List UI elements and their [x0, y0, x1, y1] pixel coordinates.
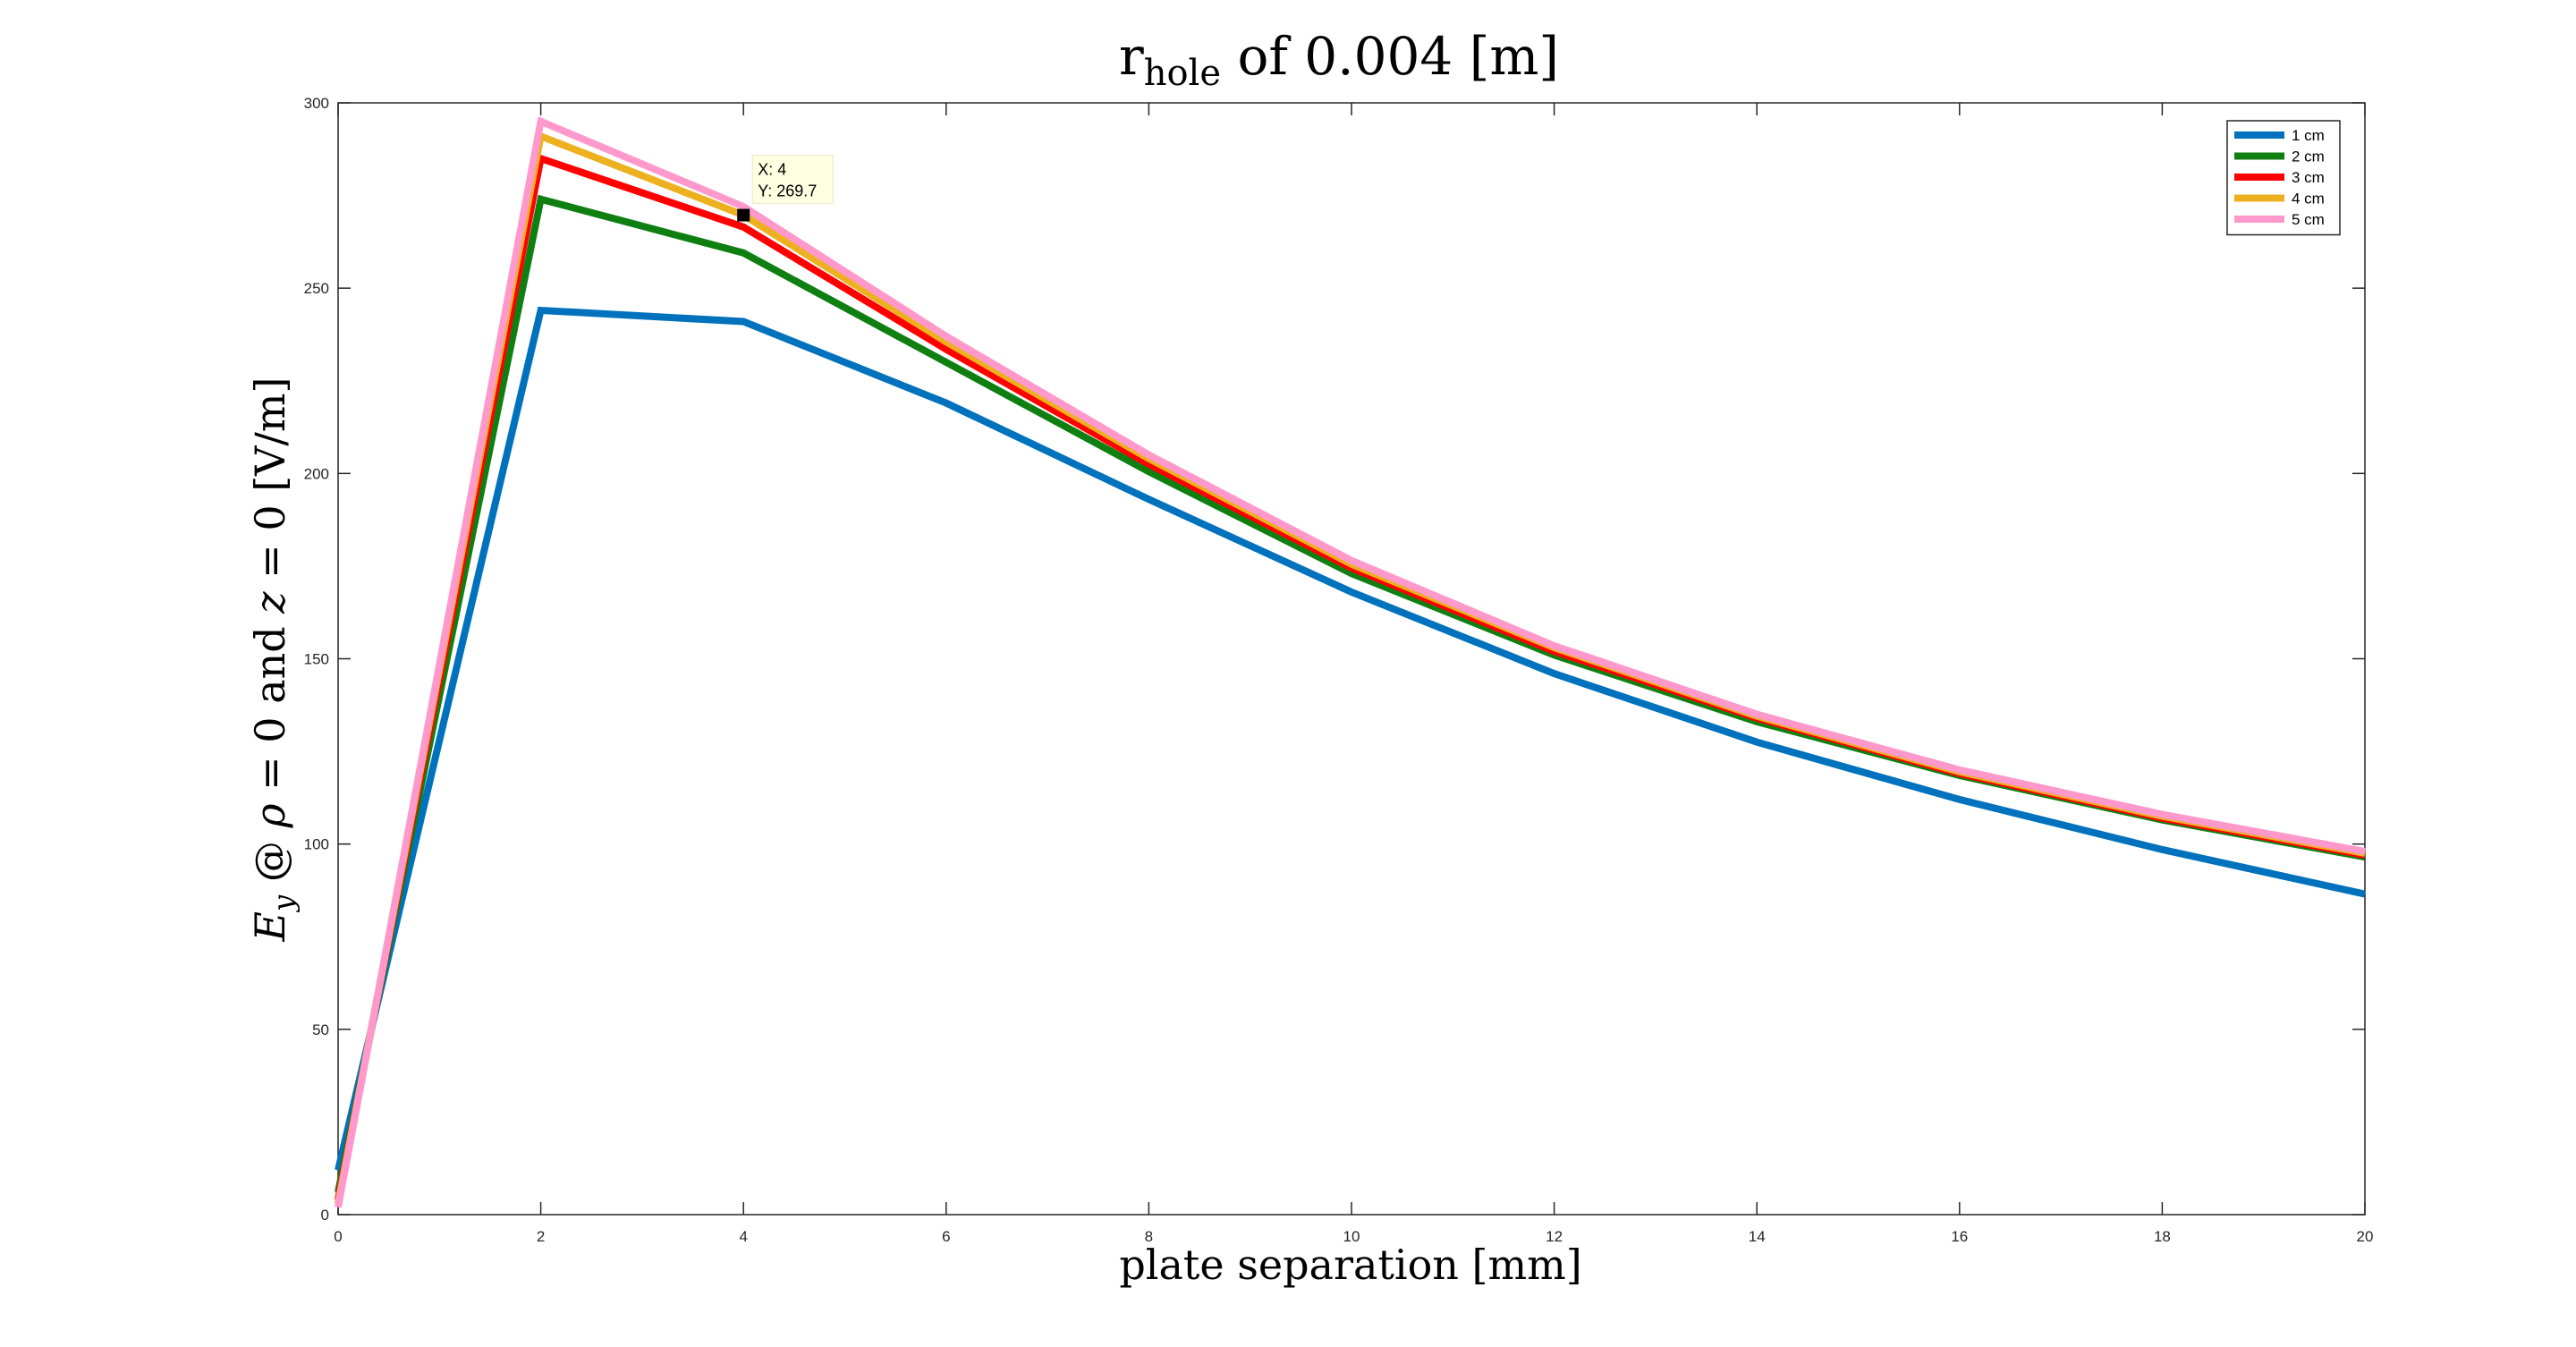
series-layer	[335, 116, 2366, 1208]
y-tick-label: 200	[304, 465, 329, 482]
ylabel-eq0-unit: = 0 [V/m]	[246, 377, 294, 592]
x-tick-label: 4	[739, 1228, 747, 1245]
y-tick-label: 100	[304, 836, 329, 853]
legend-entry-label[interactable]: 3 cm	[2292, 169, 2325, 186]
x-axis-label: plate separation [mm]	[1119, 1241, 1581, 1289]
legend-entry-label[interactable]: 2 cm	[2292, 148, 2325, 165]
y-tick-label: 150	[304, 651, 329, 668]
y-tick-label: 300	[304, 95, 329, 112]
x-tick-label: 12	[1546, 1228, 1563, 1245]
x-tick-label: 10	[1343, 1228, 1360, 1245]
datatip-x: X: 4	[758, 161, 786, 179]
legend[interactable]: 1 cm 2 cm 3 cm 4 cm 5 cm	[2226, 120, 2341, 236]
title-main: r	[1119, 26, 1144, 87]
legend-entry-label[interactable]: 4 cm	[2292, 191, 2325, 208]
ylabel-e: E	[246, 911, 294, 943]
series-line-1-cm	[335, 306, 2366, 1172]
y-tick-label: 50	[312, 1021, 329, 1038]
datatip-marker[interactable]	[737, 208, 750, 222]
ylabel-rho: ρ	[246, 803, 294, 828]
datatip[interactable]: X: 4 Y: 269.7	[737, 155, 834, 222]
datatip-y: Y: 269.7	[758, 182, 817, 200]
y-axis-label-group: Ey @ ρ = 0 and z = 0 [V/m]	[246, 377, 301, 943]
plot-area	[337, 102, 2366, 1216]
legend-entry-label[interactable]: 1 cm	[2292, 127, 2325, 144]
y-tick-label: 0	[321, 1207, 329, 1224]
x-tick-label: 20	[2357, 1228, 2374, 1245]
y-axis-label: Ey @ ρ = 0 and z = 0 [V/m]	[246, 377, 301, 943]
x-tick-label: 16	[1951, 1228, 1968, 1245]
title-rest: of 0.004 [m]	[1221, 26, 1559, 87]
x-tick-label: 0	[334, 1228, 342, 1245]
ylabel-y: y	[267, 894, 301, 913]
x-tick-label: 8	[1145, 1228, 1153, 1245]
x-tick-label: 18	[2154, 1228, 2171, 1245]
y-tick-label: 250	[304, 280, 329, 297]
legend-entry-label[interactable]: 5 cm	[2292, 211, 2325, 228]
title-subscript: hole	[1144, 53, 1221, 94]
chart-title: rhole of 0.004 [m]	[1119, 26, 1559, 94]
ylabel-at: @	[246, 828, 294, 895]
x-tick-label: 14	[1749, 1228, 1766, 1245]
ylabel-z: z	[246, 591, 294, 614]
series-line-5-cm	[335, 116, 2366, 1208]
x-tick-label: 2	[537, 1228, 545, 1245]
datatip-box[interactable]	[751, 155, 834, 205]
x-tick-label: 6	[942, 1228, 950, 1245]
ylabel-eq0-and: = 0 and	[246, 614, 294, 804]
